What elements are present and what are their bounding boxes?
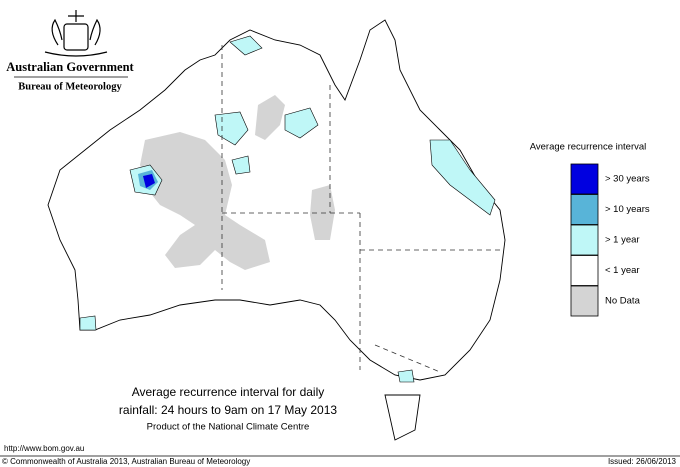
- emblem: [44, 10, 108, 57]
- legend-label: No Data: [605, 296, 641, 307]
- legend-title: Average recurrence interval: [530, 142, 647, 153]
- map: [47, 19, 506, 441]
- rain-area: [143, 174, 155, 188]
- rain-area: [229, 35, 263, 56]
- legend-swatch: [570, 194, 599, 225]
- legend-swatch: [570, 255, 599, 286]
- legend: Average recurrence interval > 30 years > …: [530, 142, 650, 317]
- rain-area: [79, 315, 97, 331]
- tasmania: [384, 394, 421, 441]
- header-title: Australian Government: [6, 60, 134, 74]
- caption-line: rainfall: 24 hours to 9am on 17 May 2013: [119, 403, 337, 417]
- mainland: [47, 19, 506, 381]
- caption-line: Average recurrence interval for daily: [132, 385, 325, 399]
- rain-area: [397, 369, 415, 383]
- legend-label: < 1 year: [605, 265, 640, 276]
- no-data-area: [310, 185, 335, 240]
- footer-issued: Issued: 26/06/2013: [608, 457, 677, 466]
- rain-area: [214, 111, 249, 146]
- caption-product: Product of the National Climate Centre: [147, 422, 310, 433]
- legend-swatch: [570, 224, 599, 256]
- state-border: [221, 45, 500, 373]
- legend-label: > 1 year: [605, 235, 640, 246]
- rain-area: [231, 155, 251, 175]
- footer-url: http://www.bom.gov.au: [4, 444, 84, 453]
- legend-swatch: [570, 285, 599, 317]
- footer-copyright: © Commonwealth of Australia 2013, Austra…: [2, 457, 250, 466]
- legend-swatch: [570, 163, 599, 195]
- no-data-area: [255, 95, 285, 140]
- legend-label: > 10 years: [605, 204, 650, 215]
- no-data-area: [140, 132, 270, 270]
- rain-area: [429, 139, 496, 216]
- header-subtitle: Bureau of Meteorology: [18, 81, 122, 92]
- rain-area: [284, 107, 319, 139]
- legend-label: > 30 years: [605, 174, 650, 185]
